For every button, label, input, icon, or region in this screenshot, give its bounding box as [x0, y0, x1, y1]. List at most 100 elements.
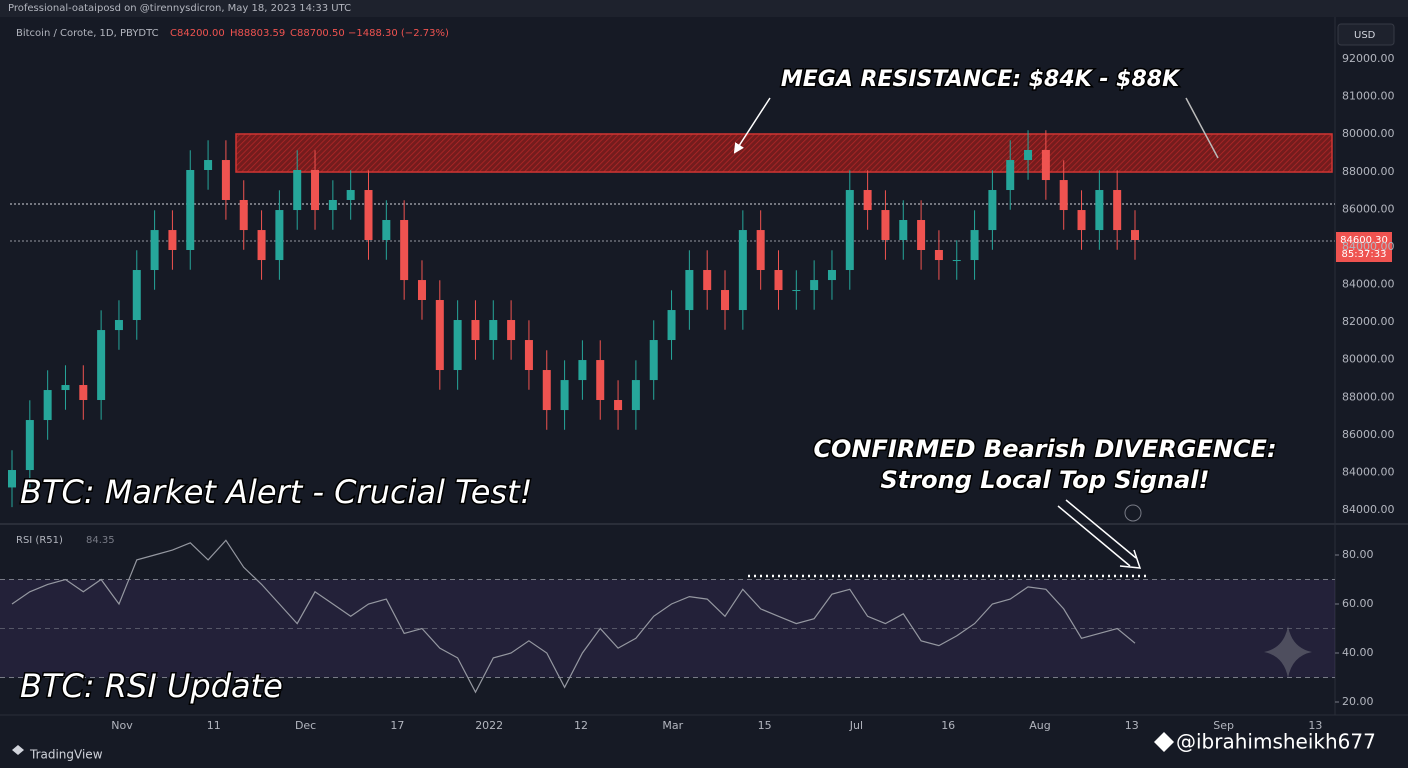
candle-body: [578, 360, 587, 381]
candle-body: [560, 380, 569, 411]
y-tick-label: 86000.00: [1342, 202, 1395, 215]
candle-body: [845, 190, 854, 271]
rsi-legend: RSI (R51): [16, 535, 63, 546]
candle-body: [328, 199, 337, 211]
y-tick-label: 81000.00: [1342, 90, 1395, 103]
legend-high: H88803.59: [230, 28, 285, 39]
candle-body: [721, 290, 730, 311]
candle-body: [863, 190, 872, 211]
candle-body: [792, 290, 801, 292]
y-tick-label: 84000.00: [1342, 240, 1395, 253]
rsi-last-value: 84.35: [86, 535, 115, 546]
candle-body: [631, 380, 640, 411]
rsi-line: [11, 539, 1136, 694]
candle-body: [257, 230, 266, 261]
candle-body: [311, 170, 320, 211]
currency-label[interactable]: USD: [1354, 30, 1376, 41]
candle-body: [917, 220, 926, 250]
resistance-zone: [235, 133, 1333, 173]
candle-body: [43, 390, 52, 421]
candle-body: [293, 170, 302, 211]
y-tick-label: 88000.00: [1342, 390, 1395, 403]
y-tick-label: 80000.00: [1342, 353, 1395, 366]
candle-body: [774, 270, 783, 291]
candle-body: [61, 385, 70, 391]
candle-body: [346, 190, 355, 200]
candle-body: [952, 260, 961, 262]
candle-body: [435, 300, 444, 371]
candle-body: [25, 420, 34, 471]
candle-body: [685, 270, 694, 311]
y-tick-label: 20.00: [1342, 695, 1374, 708]
candle-body: [221, 160, 230, 200]
candle-body: [970, 230, 979, 261]
x-tick-label: 17: [390, 719, 404, 732]
legend-change: −1488.30 (−2.73%): [348, 28, 449, 39]
currency-button[interactable]: [1337, 23, 1395, 46]
x-tick-label: 15: [758, 719, 772, 732]
x-tick-label: Jul: [849, 719, 863, 732]
candle-body: [1006, 160, 1015, 191]
brand: TradingView: [29, 748, 103, 762]
candle-body: [150, 230, 159, 271]
candle-body: [507, 320, 516, 341]
price-tag: [1336, 232, 1392, 262]
candle-body: [239, 199, 248, 231]
candle-body: [1131, 230, 1139, 241]
y-tick-label: 92000.00: [1342, 52, 1395, 65]
annotation-arrow: [733, 97, 771, 154]
candle-body: [382, 220, 391, 241]
legend-open: C84200.00: [170, 28, 225, 39]
legend-close: C88700.50: [290, 28, 345, 39]
candle-body: [596, 360, 605, 401]
y-tick-label: 40.00: [1342, 646, 1374, 659]
candle-body: [827, 270, 836, 281]
candle-body: [1059, 180, 1068, 211]
candle-body: [97, 330, 106, 401]
candle-body: [524, 340, 533, 371]
rsi-pane-title: BTC: RSI Update: [20, 667, 283, 705]
candle-body: [934, 249, 943, 261]
x-tick-label: Aug: [1029, 719, 1050, 732]
y-tick-label: 84000.00: [1342, 278, 1395, 291]
candle-body: [168, 230, 177, 250]
alert-icon[interactable]: [1124, 504, 1142, 522]
annotation-divergence-2: Strong Local Top Signal!: [881, 466, 1210, 494]
candle-body: [614, 400, 623, 411]
candle-body: [8, 470, 16, 488]
watermark-icon: [1154, 732, 1174, 752]
annotation-arrow: [1057, 499, 1137, 567]
candle-body: [186, 170, 195, 250]
candle-body: [132, 270, 141, 321]
y-tick-label: 80.00: [1342, 548, 1374, 561]
candle-body: [1024, 149, 1033, 161]
x-tick-label: 11: [207, 719, 221, 732]
candle-body: [899, 220, 908, 241]
candle-body: [417, 280, 426, 301]
candle-body: [881, 210, 890, 241]
candle-body: [114, 320, 123, 331]
x-tick-label: 13: [1125, 719, 1139, 732]
candle-body: [649, 340, 658, 381]
candle-body: [400, 220, 409, 281]
y-tick-label: 60.00: [1342, 597, 1374, 610]
watermark: @ibrahimsheikh677: [1176, 730, 1376, 754]
candle-body: [1041, 149, 1050, 181]
candle-body: [756, 230, 765, 271]
price-tag-value: 84600.30: [1340, 235, 1388, 246]
x-tick-label: 16: [941, 719, 955, 732]
y-tick-label: 84000.00: [1342, 465, 1395, 478]
tv-logo: [12, 745, 24, 755]
y-tick-label: 88000.00: [1342, 165, 1395, 178]
x-tick-label: 13: [1308, 719, 1322, 732]
sparkle-icon: [1264, 626, 1312, 678]
legend-symbol: Bitcoin / Corote, 1D, PBYDTC: [16, 28, 159, 39]
top-bar: [0, 0, 1408, 17]
annotation-resistance: MEGA RESISTANCE: $84K - $88K: [781, 67, 1181, 92]
candle-body: [79, 385, 88, 401]
candle-body: [471, 320, 480, 341]
annotation-divergence: CONFIRMED Bearish DIVERGENCE:: [813, 435, 1276, 463]
candle-body: [1095, 190, 1104, 231]
